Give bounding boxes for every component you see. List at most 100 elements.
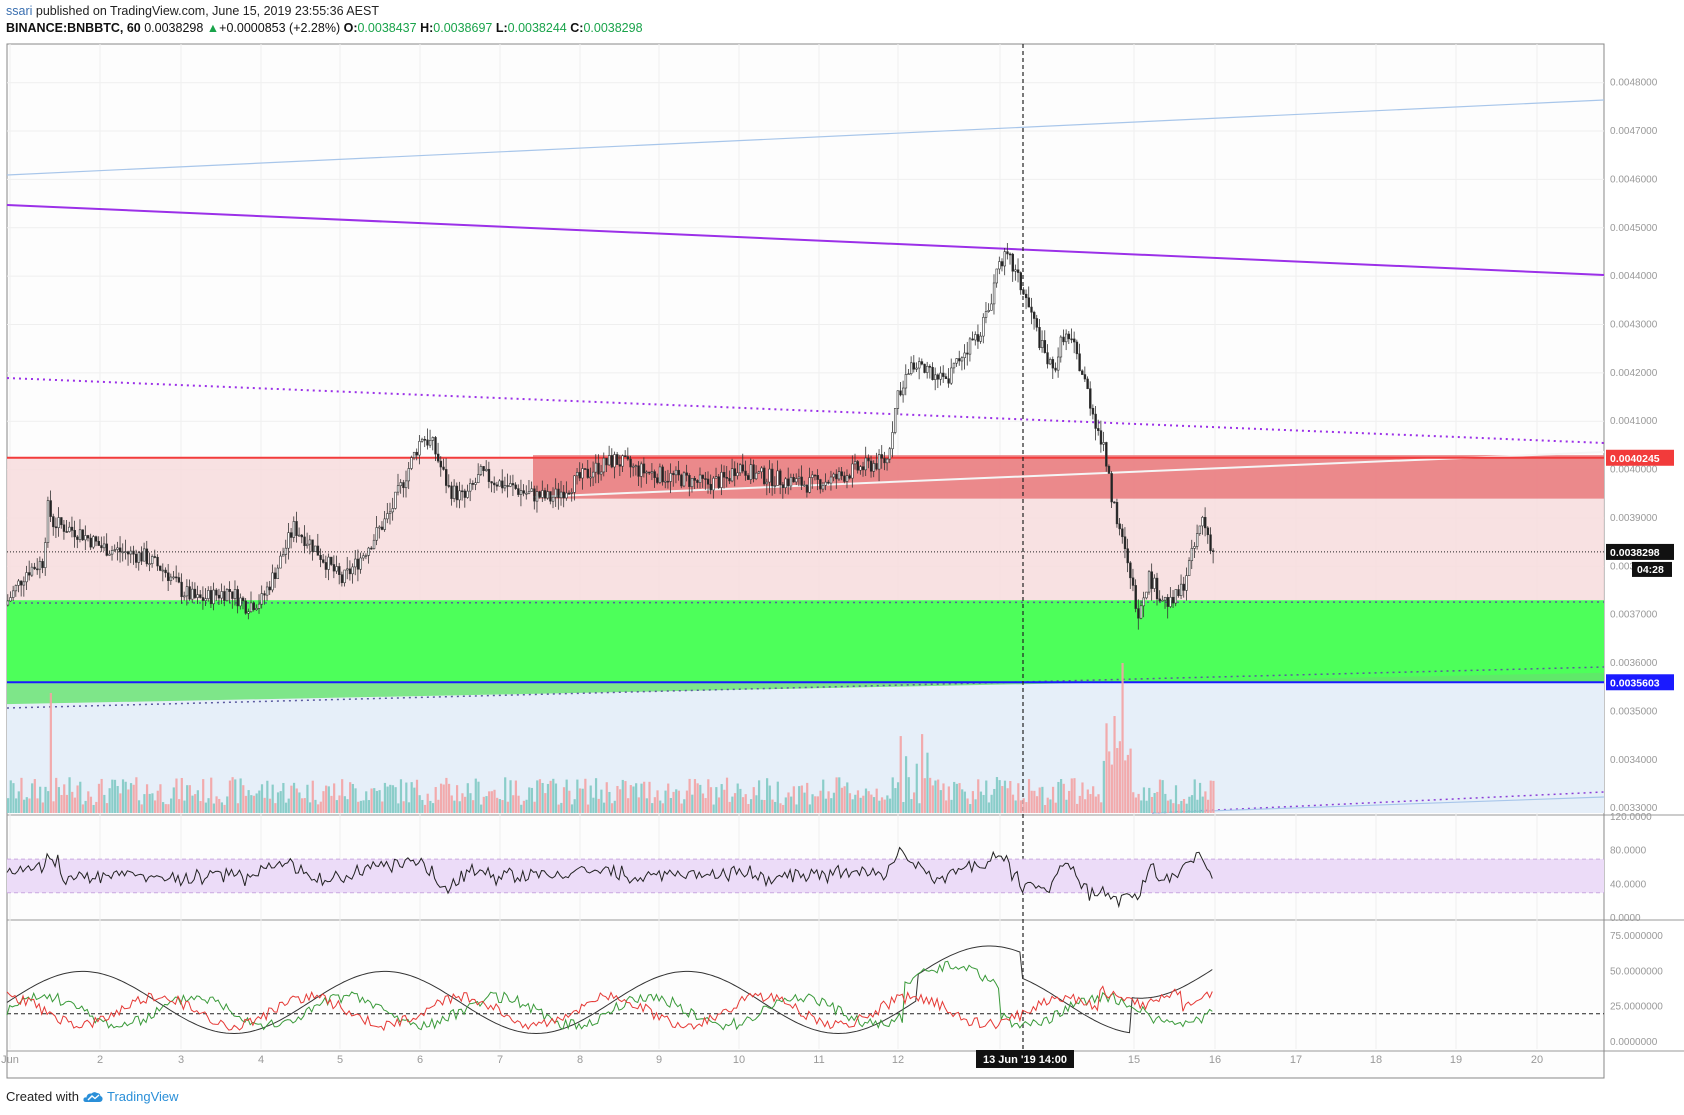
candle-body <box>738 464 742 474</box>
volume-bar <box>752 787 755 813</box>
published-text: published on TradingView.com, June 15, 2… <box>35 4 379 18</box>
candle-body <box>920 361 924 365</box>
volume-bar <box>803 792 806 813</box>
candle-body <box>44 542 47 568</box>
tradingview-brand[interactable]: TradingView <box>106 1089 179 1104</box>
volume-bar <box>696 783 699 813</box>
volume-bar <box>317 804 320 813</box>
volume-bar <box>979 791 983 813</box>
volume-bar <box>819 790 822 813</box>
candle-body <box>835 473 838 480</box>
candle-body <box>795 478 798 483</box>
volume-bar <box>961 789 964 813</box>
candle-body <box>129 550 133 555</box>
candle-body <box>434 437 437 455</box>
volume-bar <box>151 793 154 813</box>
candle-body <box>541 490 544 498</box>
volume-bar <box>1110 764 1113 813</box>
candle-body <box>97 540 100 546</box>
volume-bar <box>234 779 237 813</box>
volume-bar <box>383 782 387 813</box>
candle-body <box>575 472 579 477</box>
volume-bar <box>333 783 336 813</box>
volume-bar <box>12 783 15 813</box>
volume-bar <box>335 800 338 813</box>
candle-body <box>872 463 876 472</box>
candle-body <box>559 491 563 499</box>
volume-bar <box>570 804 574 813</box>
candle-body <box>306 543 309 547</box>
volume-bar <box>814 796 817 813</box>
volume-bar <box>691 794 694 813</box>
candle-body <box>1019 272 1023 291</box>
rsi-tick-label: 0.0000 <box>1610 913 1641 924</box>
volume-bar <box>191 795 194 813</box>
candle-body <box>108 553 111 556</box>
volume-bar <box>899 736 902 813</box>
candle-body <box>974 334 977 341</box>
candle-body <box>728 478 731 482</box>
candle-body <box>453 485 456 499</box>
volume-bar <box>92 804 95 813</box>
candle-body <box>391 508 394 513</box>
author-name[interactable]: ssari <box>6 4 33 18</box>
volume-bar <box>536 780 539 813</box>
resistance-zone <box>533 455 1604 499</box>
candle-body <box>992 282 996 305</box>
volume-bar <box>904 756 908 813</box>
volume-bar <box>159 784 162 813</box>
candle-body <box>840 471 843 477</box>
candle-body <box>362 555 365 559</box>
volume-bar <box>659 800 662 813</box>
candle-body <box>209 590 213 605</box>
candle-body <box>33 566 36 570</box>
volume-bar <box>263 797 266 813</box>
candle-body <box>1073 338 1076 343</box>
candle-body <box>896 390 900 409</box>
purple-dotted-trendline <box>6 377 1605 444</box>
candle-body <box>145 548 149 565</box>
volume-bar <box>1025 802 1028 813</box>
volume-bar <box>343 796 346 813</box>
candle-body <box>928 365 932 368</box>
candle-body <box>626 456 630 460</box>
volume-bar <box>907 777 910 813</box>
candle-body <box>303 536 306 547</box>
price-tick-label: 0.0046000 <box>1610 174 1658 185</box>
volume-bar <box>768 785 771 813</box>
rsi-band <box>7 859 1604 893</box>
candle-body <box>273 572 277 579</box>
candle-body <box>62 524 66 532</box>
candle-body <box>690 478 694 488</box>
candle-body <box>94 536 98 542</box>
candle-body <box>688 475 691 488</box>
candle-body <box>583 468 587 470</box>
candle-body <box>915 367 918 370</box>
price-tick-label: 0.0047000 <box>1610 126 1658 137</box>
candle-body <box>164 569 167 574</box>
candle-body <box>557 488 560 499</box>
candle-body <box>1147 571 1151 593</box>
candle-body <box>551 496 555 502</box>
volume-bar <box>549 780 552 813</box>
volume-bar <box>776 781 779 813</box>
volume-bar <box>370 788 373 813</box>
volume-bar <box>747 804 750 813</box>
volume-bar <box>282 782 285 813</box>
candle-body <box>960 357 964 362</box>
candle-body <box>292 521 296 538</box>
volume-bar <box>1076 803 1079 813</box>
volume-bar <box>1145 800 1148 813</box>
support-wedge <box>7 672 1604 705</box>
volume-bar <box>405 782 408 813</box>
volume-bar <box>947 786 950 813</box>
candle-body <box>126 551 130 555</box>
candle-body <box>829 476 833 484</box>
candle-body <box>455 485 459 501</box>
candle-body <box>934 374 937 380</box>
candle-body <box>658 466 662 483</box>
volume-bar <box>597 798 600 813</box>
volume-bar <box>1124 760 1127 813</box>
volume-bar <box>733 793 737 813</box>
